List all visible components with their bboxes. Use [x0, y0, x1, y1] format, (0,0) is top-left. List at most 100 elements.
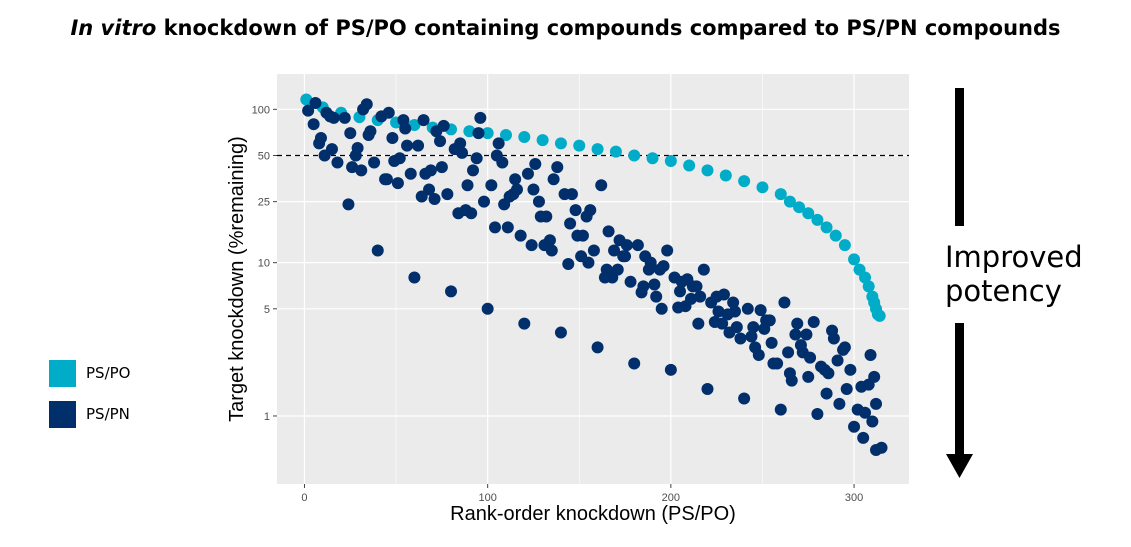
data-point-ps-pn [624, 275, 637, 288]
improved-potency-annotation: Improved potency [945, 240, 1083, 308]
annotation-line-2: potency [945, 274, 1062, 308]
data-point-ps-pn [875, 441, 888, 454]
data-point-ps-pn [434, 135, 447, 148]
data-point-ps-pn [807, 316, 820, 329]
x-tick-label: 300 [845, 492, 863, 504]
data-point-ps-po [646, 152, 659, 165]
data-point-ps-pn [507, 188, 520, 201]
data-point-ps-pn [674, 285, 687, 298]
data-point-ps-po [701, 164, 714, 177]
data-point-ps-pn [564, 217, 577, 230]
data-point-ps-pn [802, 370, 815, 383]
data-point-ps-pn [664, 363, 677, 376]
data-point-ps-pn [346, 161, 359, 174]
data-point-ps-pn [331, 156, 344, 169]
data-point-ps-pn [412, 139, 425, 152]
data-point-ps-pn [690, 280, 703, 293]
data-point-ps-pn [848, 420, 861, 433]
data-point-ps-pn [415, 190, 428, 203]
grid-lines [277, 74, 909, 484]
data-point-ps-pn [562, 257, 575, 270]
data-point-ps-po [664, 155, 677, 168]
data-point-ps-pn [864, 348, 877, 361]
data-point-ps-pn [747, 321, 760, 334]
data-point-ps-pn [620, 239, 633, 252]
data-point-ps-pn [685, 292, 698, 305]
data-point-ps-pn [565, 188, 578, 201]
data-point-ps-pn [382, 106, 395, 119]
data-point-ps-po [820, 221, 833, 234]
data-point-ps-pn [481, 302, 494, 315]
data-point-ps-pn [388, 155, 401, 168]
data-point-ps-pn [551, 161, 564, 174]
data-point-ps-pn [401, 139, 414, 152]
data-point-ps-pn [754, 304, 767, 317]
data-point-ps-pn [554, 326, 567, 339]
data-point-ps-po [609, 145, 622, 158]
y-tick-label: 25 [258, 197, 270, 209]
data-point-ps-pn [672, 301, 685, 314]
y-tick-label: 5 [264, 304, 270, 316]
data-point-ps-pn [527, 183, 540, 196]
data-point-ps-po [628, 149, 641, 162]
data-point-ps-pn [344, 127, 357, 140]
data-point-ps-pn [681, 273, 694, 286]
data-point-ps-po [829, 229, 842, 242]
data-point-ps-pn [712, 305, 725, 318]
data-point-ps-pn [371, 244, 384, 257]
data-point-ps-pn [741, 302, 754, 315]
data-point-ps-po [873, 309, 886, 322]
data-point-ps-pn [868, 370, 881, 383]
data-point-ps-po [848, 253, 861, 266]
data-point-ps-pn [417, 114, 430, 127]
data-point-ps-pn [870, 397, 883, 410]
data-point-ps-pn [529, 157, 542, 170]
x-tick-label: 0 [301, 492, 307, 504]
data-point-ps-pn [866, 415, 879, 428]
data-point-ps-pn [644, 256, 657, 269]
data-point-ps-pn [532, 195, 545, 208]
chart-title-rest: knockdown of PS/PO containing compounds … [156, 16, 1061, 40]
data-point-ps-pn [800, 328, 813, 341]
y-tick-label: 50 [258, 150, 270, 162]
data-point-ps-pn [424, 164, 437, 177]
data-point-ps-pn [591, 341, 604, 354]
data-point-ps-pn [611, 263, 624, 276]
data-point-ps-pn [602, 225, 615, 238]
data-point-ps-pn [778, 296, 791, 309]
data-point-ps-pn [302, 104, 315, 117]
data-point-ps-pn [804, 351, 817, 364]
data-point-ps-po [536, 134, 549, 147]
data-point-ps-pn [694, 290, 707, 303]
data-point-ps-pn [318, 149, 331, 162]
data-point-ps-pn [811, 408, 824, 421]
data-point-ps-po [573, 139, 586, 152]
data-point-ps-pn [408, 271, 421, 284]
data-point-ps-pn [454, 137, 467, 150]
data-point-ps-pn [697, 263, 710, 276]
legend-label-ps-pn: PS/PN [86, 405, 130, 423]
data-point-ps-pn [833, 397, 846, 410]
annotation-line-1: Improved [945, 240, 1083, 274]
data-point-ps-po [838, 239, 851, 252]
data-point-ps-pn [467, 164, 480, 177]
legend-swatch-ps-po [49, 360, 76, 387]
data-point-ps-pn [355, 164, 368, 177]
data-point-ps-pn [465, 207, 478, 220]
data-point-ps-pn [650, 290, 663, 303]
data-point-ps-pn [794, 339, 807, 352]
data-point-ps-pn [837, 343, 850, 356]
data-point-ps-pn [514, 229, 527, 242]
data-point-ps-pn [509, 173, 522, 186]
data-point-ps-pn [342, 198, 355, 211]
data-point-ps-pn [474, 111, 487, 124]
data-point-ps-pn [818, 363, 831, 376]
data-point-ps-pn [749, 341, 762, 354]
data-point-ps-pn [653, 263, 666, 276]
data-point-ps-po [408, 119, 421, 132]
data-point-ps-pn [692, 317, 705, 330]
data-point-ps-po [719, 169, 732, 182]
data-point-ps-pn [364, 125, 377, 138]
data-point-ps-pn [844, 363, 857, 376]
